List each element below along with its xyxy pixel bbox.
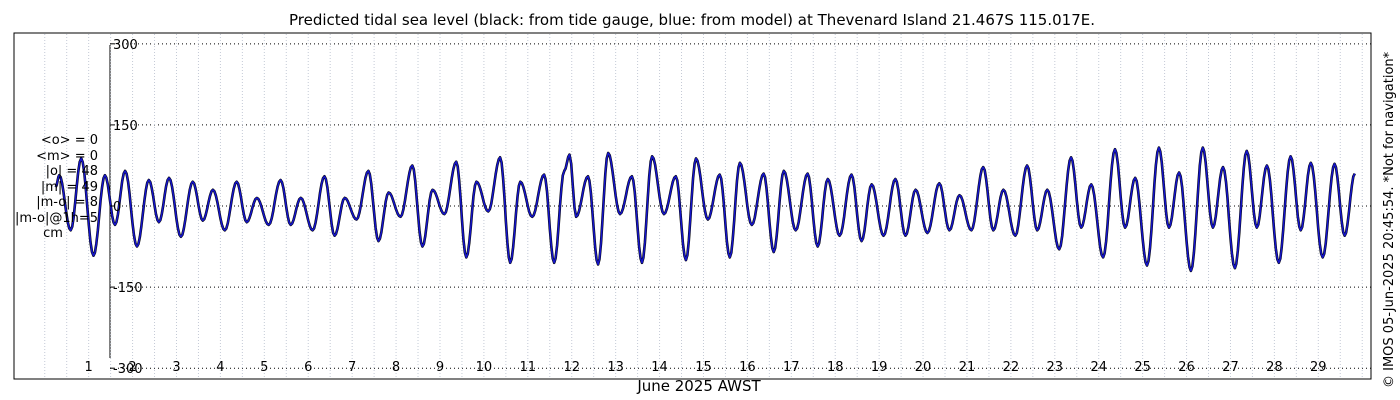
x-tick-label: 13 <box>607 360 624 375</box>
x-tick-label: 12 <box>563 360 580 375</box>
stat-abs-diff-1h: |m-o|@1h=5 <box>15 210 98 226</box>
x-tick-label: 1 <box>85 360 93 375</box>
x-tick-label: 22 <box>1003 360 1020 375</box>
x-axis-label: June 2025 AWST <box>636 377 761 395</box>
y-tick-label: 0 <box>113 200 121 215</box>
series-model-line <box>54 146 1356 272</box>
stat-abs-model: |m| = 49 <box>40 179 98 195</box>
x-tick-label: 19 <box>871 360 888 375</box>
x-tick-label: 29 <box>1310 360 1327 375</box>
stat-abs-observed: |o| = 48 <box>45 164 98 179</box>
x-tick-label: 8 <box>392 360 400 375</box>
x-tick-label: 9 <box>436 360 444 375</box>
x-tick-label: 17 <box>783 360 800 375</box>
stat-abs-diff: |m-o| = 8 <box>36 195 98 210</box>
chart-title: Predicted tidal sea level (black: from t… <box>289 11 1095 29</box>
y-tick-label: -300 <box>113 362 143 377</box>
y-tick-layer: 300 150 0 -150 -300 <box>110 38 143 377</box>
x-tick-label: 11 <box>520 360 537 375</box>
series-layer <box>54 146 1356 273</box>
x-tick-label: 23 <box>1047 360 1064 375</box>
x-tick-layer: 1 2 3 4 5 6 7 8 9 10 11 12 13 14 15 16 17 18 19 20 21 22 23 24 2… <box>85 360 1327 375</box>
x-tick-label: 18 <box>827 360 844 375</box>
x-tick-label: 26 <box>1178 360 1195 375</box>
x-tick-label: 3 <box>172 360 180 375</box>
x-tick-label: 28 <box>1266 360 1283 375</box>
x-tick-label: 10 <box>476 360 493 375</box>
stat-unit: cm <box>43 226 63 241</box>
x-tick-label: 5 <box>260 360 268 375</box>
copyright-notice: © IMOS 05-Jun-2025 20:45:54. *Not for na… <box>1382 51 1397 388</box>
x-tick-label: 20 <box>915 360 932 375</box>
x-tick-label: 4 <box>216 360 224 375</box>
x-tick-label: 14 <box>651 360 668 375</box>
x-tick-label: 27 <box>1222 360 1239 375</box>
y-tick-label: -150 <box>113 281 143 296</box>
stat-mean-model: <m> = 0 <box>36 148 98 164</box>
x-tick-label: 24 <box>1090 360 1107 375</box>
x-tick-label: 2 <box>128 360 136 375</box>
x-tick-label: 21 <box>959 360 976 375</box>
stats-panel: <o> = 0 <m> = 0 |o| = 48 |m| = 49 |m-o| … <box>14 133 98 242</box>
y-tick-label: 300 <box>113 38 138 53</box>
x-tick-label: 15 <box>695 360 712 375</box>
stat-mean-observed: <o> = 0 <box>40 133 98 148</box>
x-tick-label: 16 <box>739 360 756 375</box>
y-tick-label: 150 <box>113 119 138 134</box>
x-tick-label: 6 <box>304 360 312 375</box>
x-tick-label: 7 <box>348 360 356 375</box>
x-tick-label: 25 <box>1134 360 1151 375</box>
